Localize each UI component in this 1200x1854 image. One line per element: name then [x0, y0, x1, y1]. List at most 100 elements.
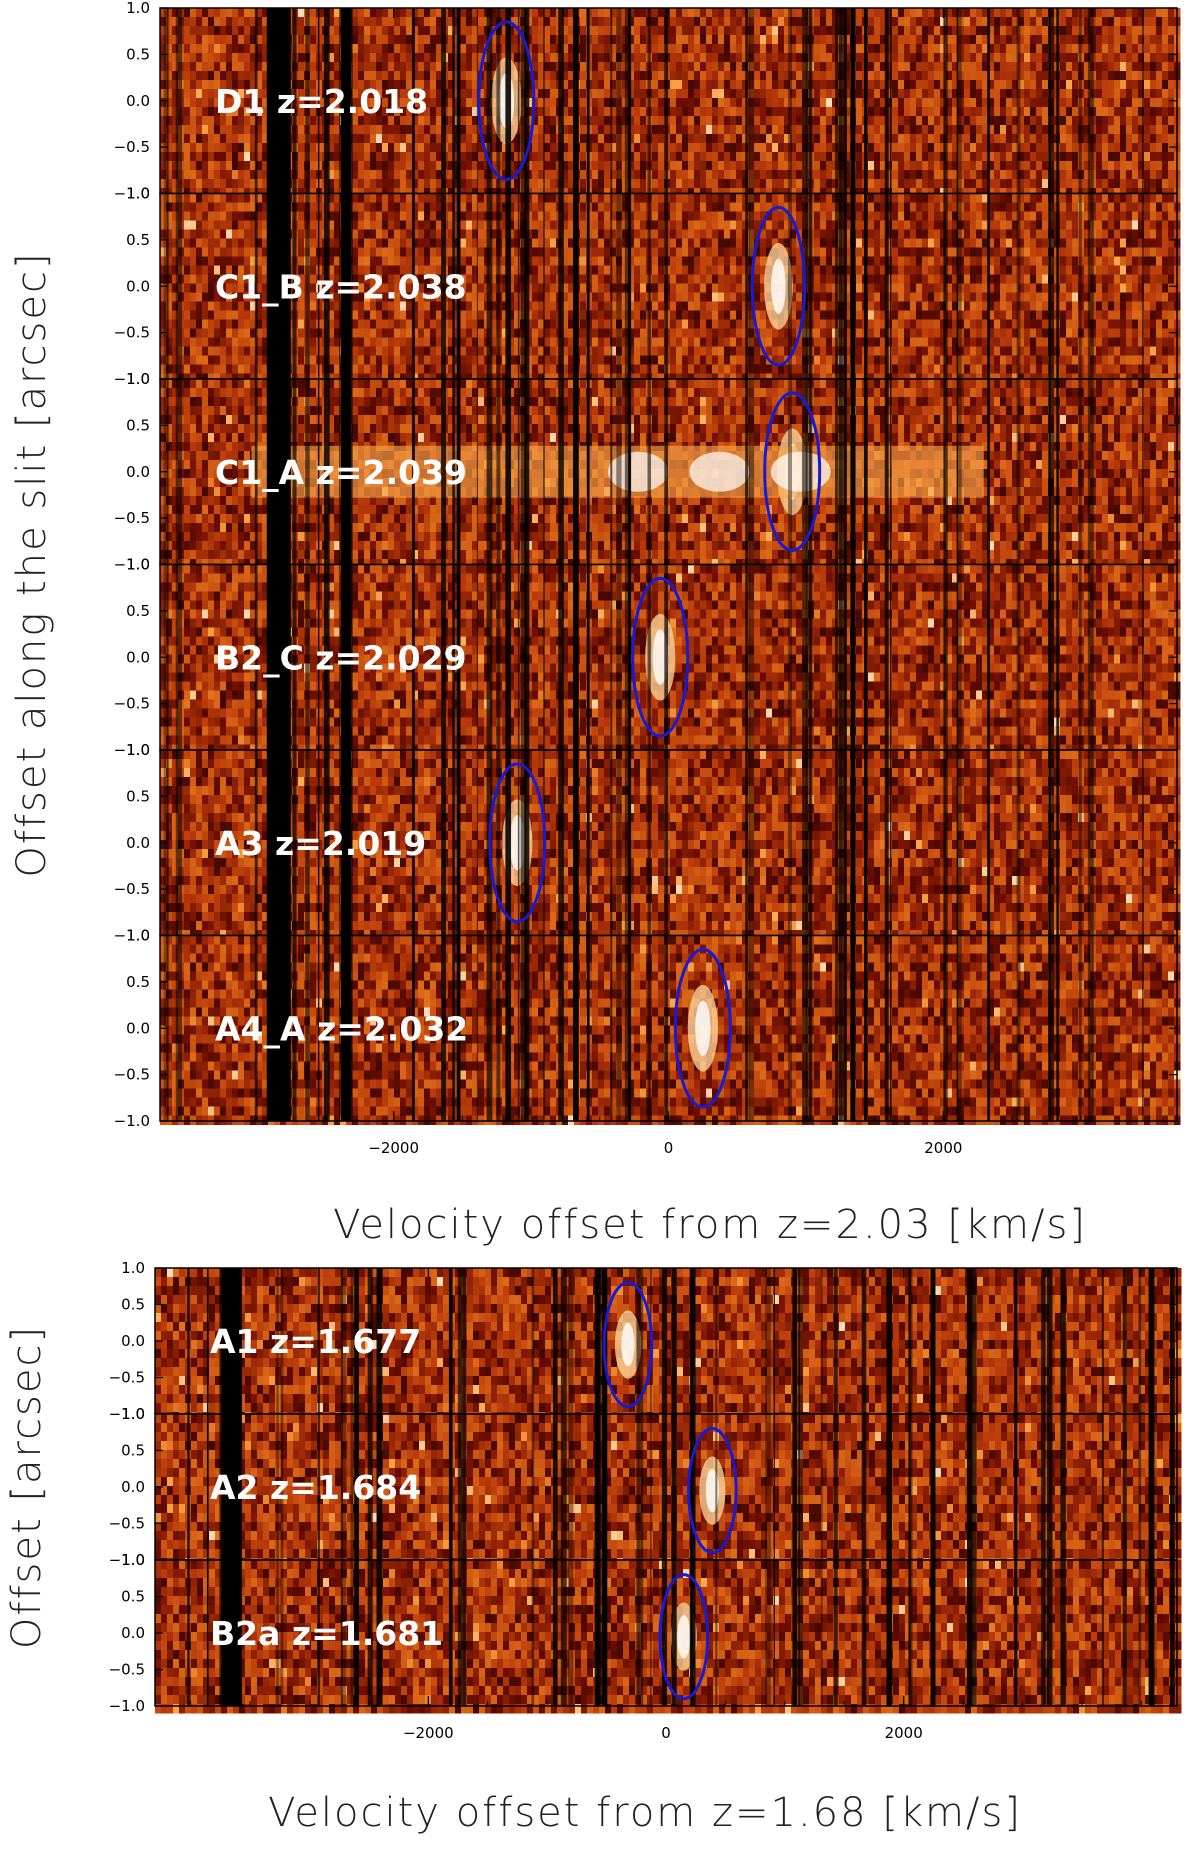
sky-line	[1048, 935, 1051, 1121]
sky-line-strong	[266, 750, 291, 936]
sky-line	[531, 1414, 535, 1560]
sky-line	[573, 379, 579, 565]
sky-line	[496, 193, 501, 379]
sky-line	[505, 750, 512, 936]
sky-line	[972, 1268, 977, 1414]
sky-line	[175, 8, 181, 194]
sky-line	[1040, 1560, 1046, 1706]
sky-line	[305, 379, 310, 565]
sky-line	[802, 750, 808, 936]
sky-line	[943, 564, 948, 750]
sky-line	[524, 564, 530, 750]
sky-line	[838, 564, 843, 750]
sky-line	[558, 8, 564, 194]
sky-line	[930, 1560, 936, 1706]
sky-line	[748, 379, 755, 565]
sky-line	[505, 935, 512, 1121]
sky-line	[342, 1560, 347, 1706]
y-tick-label: −1.0	[114, 927, 150, 945]
sky-line	[715, 1268, 718, 1414]
y-tick-label: 1.0	[121, 1405, 145, 1423]
sky-line	[524, 750, 530, 936]
sky-line	[496, 379, 501, 565]
sky-line	[650, 1560, 652, 1706]
sky-line	[175, 193, 181, 379]
sky-line	[457, 1560, 463, 1706]
sky-line	[323, 750, 330, 936]
sky-line	[1122, 1414, 1127, 1560]
sky-line	[861, 1560, 867, 1706]
sky-line	[323, 564, 330, 750]
sky-line	[1049, 935, 1055, 1121]
sky-line	[850, 379, 856, 565]
line-marker-ellipse	[763, 391, 822, 553]
sky-line	[850, 193, 856, 379]
sky-line	[765, 1268, 771, 1414]
sky-line	[520, 564, 527, 750]
y-tick-label: 0.0	[126, 1019, 150, 1037]
sky-line	[558, 193, 564, 379]
sky-line	[1056, 750, 1060, 936]
sky-line	[1046, 1414, 1053, 1560]
sky-line	[486, 935, 493, 1121]
sky-line	[610, 379, 613, 565]
x-tick-label: 2000	[924, 1139, 962, 1157]
y-tick-label: 0.0	[126, 834, 150, 852]
sky-line	[456, 193, 461, 379]
sky-line	[452, 935, 456, 1121]
y-tick-label: −1.0	[114, 1112, 150, 1130]
sky-line	[833, 1268, 838, 1414]
sky-line	[638, 1268, 644, 1414]
sky-line	[748, 564, 750, 750]
y-tick-label: 0.5	[126, 231, 150, 249]
sky-line	[805, 935, 812, 1121]
sky-line	[441, 750, 447, 936]
sky-line	[411, 750, 415, 936]
y-tick-label: 0.5	[121, 1296, 145, 1314]
sky-line	[787, 564, 792, 750]
sky-line	[987, 193, 991, 379]
sky-line	[843, 564, 847, 750]
sky-line	[292, 193, 297, 379]
sky-line	[864, 379, 868, 565]
sky-line	[805, 193, 812, 379]
sky-line	[833, 1560, 838, 1706]
sky-line	[664, 8, 669, 194]
sky-line	[956, 8, 958, 194]
sky-line	[636, 1560, 640, 1706]
sky-line	[342, 1414, 347, 1560]
sky-line	[664, 193, 669, 379]
sky-line	[456, 379, 461, 565]
sky-line	[323, 379, 330, 565]
sky-line	[524, 8, 530, 194]
sky-line	[505, 379, 512, 565]
sky-line	[517, 193, 520, 379]
sky-line	[354, 1560, 359, 1706]
sky-line	[820, 1268, 823, 1414]
sky-line	[1016, 935, 1021, 1121]
sky-line	[292, 379, 297, 565]
sky-line	[1014, 1268, 1018, 1414]
line-marker-ellipse	[687, 1427, 738, 1555]
x-tick-label: −2000	[403, 1724, 454, 1742]
y-tick-label: 1.0	[126, 927, 150, 945]
sky-line	[802, 935, 808, 1121]
sky-line	[748, 8, 755, 194]
sky-line	[476, 750, 478, 936]
sky-line	[890, 564, 892, 750]
sky-line	[802, 564, 808, 750]
sky-line	[1049, 8, 1055, 194]
sky-line	[943, 379, 946, 565]
sky-line	[305, 935, 310, 1121]
sky-line	[798, 1560, 803, 1706]
sky-line	[661, 1268, 668, 1414]
sky-line	[187, 1414, 190, 1560]
sky-line	[838, 750, 843, 936]
sky-line	[664, 935, 669, 1121]
y-tick-label: 0.0	[126, 648, 150, 666]
sky-line	[175, 935, 181, 1121]
sky-line	[517, 564, 520, 750]
sky-line	[616, 193, 622, 379]
line-marker-ellipse	[631, 576, 690, 738]
sky-line	[636, 1414, 640, 1560]
